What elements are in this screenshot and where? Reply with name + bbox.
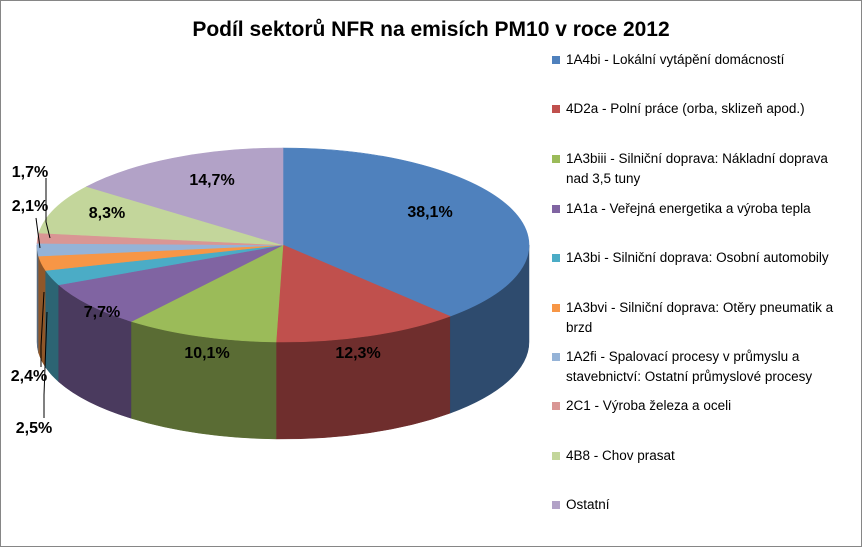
legend-item-2: 1A3biii - Silniční doprava: Nákladní dop… <box>552 149 852 189</box>
legend-swatch <box>552 155 560 163</box>
leader-line-6 <box>35 217 41 249</box>
legend-label: 1A4bi - Lokální vytápění domácností <box>566 52 785 67</box>
data-label-4: 2,5% <box>16 420 52 437</box>
legend-swatch <box>552 205 560 213</box>
pie-slice-0 <box>282 147 530 317</box>
legend-label: 1A1a - Veřejná energetika a výroba tepla <box>566 201 811 216</box>
pie-slice-9 <box>85 147 284 246</box>
legend-swatch <box>552 105 560 113</box>
legend-swatch <box>552 402 560 410</box>
legend-item-1: 4D2a - Polní práce (orba, sklizeň apod.) <box>552 99 852 119</box>
pie-slice-8 <box>38 186 284 246</box>
data-label-6: 2,1% <box>12 198 48 215</box>
legend-label: 1A2fi - Spalovací procesy v průmyslu a s… <box>566 349 813 384</box>
data-label-3: 7,7% <box>84 304 120 321</box>
legend-item-6: 1A2fi - Spalovací procesy v průmyslu a s… <box>552 347 852 387</box>
leader-line-5 <box>40 291 45 367</box>
pie-slice-2 <box>130 244 284 343</box>
pie-side-5 <box>38 256 46 369</box>
legend-label: 1A3bi - Silniční doprava: Osobní automob… <box>566 250 829 265</box>
legend-item-8: 4B8 - Chov prasat <box>552 446 852 466</box>
legend-swatch <box>552 304 560 312</box>
data-label-2: 10,1% <box>184 345 229 362</box>
legend-item-5: 1A3bvi - Silniční doprava: Otěry pneumat… <box>552 298 852 338</box>
data-label-1: 12,3% <box>335 345 380 362</box>
data-label-5: 2,4% <box>11 368 47 385</box>
legend-label: 4D2a - Polní práce (orba, sklizeň apod.) <box>566 101 805 116</box>
legend-label: 1A3bvi - Silniční doprava: Otěry pneumat… <box>566 300 834 335</box>
data-label-0: 38,1% <box>407 204 452 221</box>
legend-item-3: 1A1a - Veřejná energetika a výroba tepla <box>552 199 852 219</box>
legend-item-4: 1A3bi - Silniční doprava: Osobní automob… <box>552 248 852 268</box>
pie-side-4 <box>45 269 59 383</box>
leader-line-7 <box>45 178 51 239</box>
legend-item-0: 1A4bi - Lokální vytápění domácností <box>552 50 852 70</box>
legend-swatch <box>552 452 560 460</box>
legend-swatch <box>552 353 560 361</box>
legend-item-7: 2C1 - Výroba železa a oceli <box>552 396 852 416</box>
pie-slice-1 <box>275 244 451 343</box>
legend-label: 1A3biii - Silniční doprava: Nákladní dop… <box>566 151 828 186</box>
legend-label: 2C1 - Výroba železa a oceli <box>566 398 732 413</box>
data-label-8: 8,3% <box>89 205 125 222</box>
legend-swatch <box>552 56 560 64</box>
pie-slice-3 <box>58 244 284 322</box>
data-label-9: 14,7% <box>189 172 234 189</box>
legend-label: 4B8 - Chov prasat <box>566 448 675 463</box>
chart-title: Podíl sektorů NFR na emisích PM10 v roce… <box>192 18 670 41</box>
legend-swatch <box>552 254 560 262</box>
legend-swatch <box>552 501 560 509</box>
leader-line-4 <box>43 311 48 418</box>
data-label-7: 1,7% <box>12 164 48 181</box>
legend-item-9: Ostatní <box>552 495 852 515</box>
legend-label: Ostatní <box>566 497 610 512</box>
